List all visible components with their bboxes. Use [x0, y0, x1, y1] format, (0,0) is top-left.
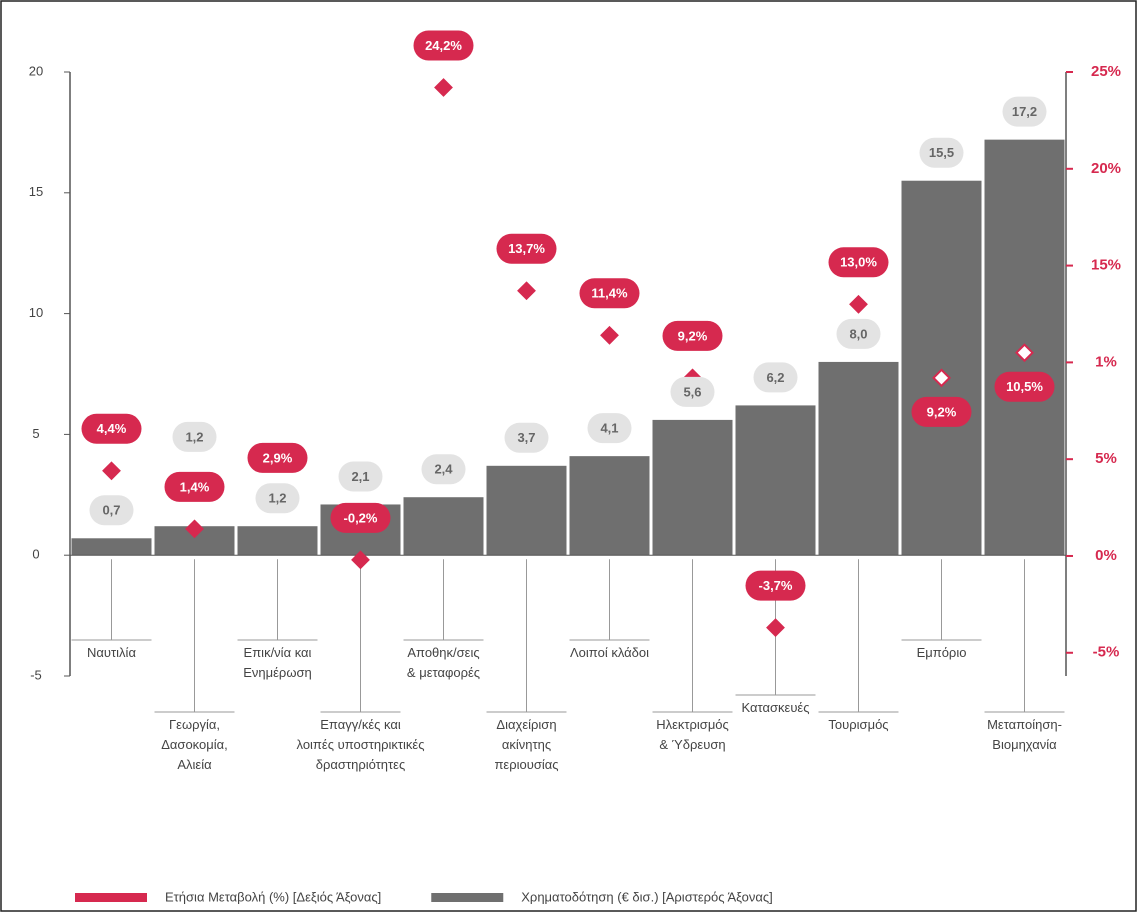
bar-value-label: 4,1 [600, 421, 618, 436]
bar [237, 526, 318, 556]
value-label-bg [330, 502, 391, 533]
bar [652, 419, 733, 556]
y2-tick-label: -5% [1093, 644, 1120, 661]
legend-swatch [75, 893, 147, 902]
y-tick-label: 5 [32, 426, 39, 441]
marker [766, 618, 785, 638]
bar-value-label: 6,2 [766, 370, 784, 385]
marker [102, 461, 121, 481]
value-label-bg [413, 30, 474, 61]
marker [434, 78, 453, 97]
x-tick-label: Γεωργία, Δασοκομία, Αλιεία [161, 717, 228, 772]
value-label-bg [662, 320, 723, 351]
bar-value-label-bg [753, 362, 798, 393]
bar [901, 180, 982, 556]
value-label-bg [994, 371, 1055, 402]
bar-value-label-bg [172, 421, 217, 452]
bar [569, 456, 650, 556]
value-label: 24,2% [425, 38, 462, 53]
bar-value-label-bg [421, 454, 466, 485]
bar-value-label-bg [89, 495, 134, 526]
x-tick-label: Κατασκευές [742, 700, 810, 715]
value-label-bg [745, 570, 806, 601]
bar-value-label-bg [919, 137, 964, 168]
x-tick-label: Τουρισμός [828, 717, 888, 732]
marker [517, 281, 536, 301]
value-label: 9,2% [678, 328, 708, 343]
y2-tick-label: 25% [1091, 63, 1121, 80]
bar-value-label-bg [504, 422, 549, 453]
bar-value-label: 8,0 [849, 326, 867, 341]
bar-value-label-bg [836, 318, 881, 349]
bar-value-label-bg [587, 413, 632, 444]
y2-tick-label: 5% [1095, 450, 1117, 467]
marker [351, 550, 370, 570]
bar-value-label-bg [338, 461, 383, 492]
bar-value-label: 3,7 [517, 430, 535, 445]
value-label: 11,4% [591, 286, 628, 301]
value-label-bg [496, 233, 557, 264]
x-tick-label: Εμπόριο [917, 645, 967, 660]
x-tick-label: Λοιποί κλάδοι [570, 645, 649, 660]
value-label: 4,4% [97, 421, 127, 436]
x-tick-label: Ηλεκτρισμός & Ύδρευση [656, 717, 729, 752]
value-label: 13,0% [840, 255, 877, 270]
bar [735, 405, 816, 556]
value-label-bg [911, 396, 972, 427]
value-label-bg [247, 442, 308, 473]
bar-value-label: 0,7 [102, 503, 120, 518]
x-tick-label: Επικ/νία και Ενημέρωση [243, 645, 312, 680]
value-label-bg [81, 413, 142, 444]
bar-value-label: 2,4 [434, 462, 453, 477]
y2-tick-label: 1% [1095, 353, 1117, 370]
bar [818, 361, 899, 556]
value-label-bg [579, 278, 640, 309]
value-label: -3,7% [759, 578, 793, 593]
bar-value-label-bg [1002, 96, 1047, 127]
marker [1015, 343, 1034, 363]
y2-tick-label: 0% [1095, 547, 1117, 564]
bar-value-label-bg [255, 483, 300, 514]
value-label: 13,7% [508, 241, 545, 256]
legend-label: Ετήσια Μεταβολή (%) [Δεξιός Άξονας] [165, 889, 381, 904]
bar-value-label: 1,2 [185, 429, 203, 444]
marker [185, 519, 204, 539]
marker [600, 325, 619, 345]
bar [486, 465, 567, 556]
bar-value-label: 1,2 [268, 491, 286, 506]
value-label-bg [164, 471, 225, 502]
bar-value-label: 5,6 [683, 384, 701, 399]
legend-label: Χρηματοδότηση (€ δισ.) [Αριστερός Άξονας… [521, 889, 772, 904]
x-tick-label: Αποθηκ/σεις & μεταφορές [407, 645, 480, 680]
value-label: 10,5% [1006, 379, 1043, 394]
y2-tick-label: 20% [1091, 160, 1121, 177]
y-tick-label: 10 [29, 305, 43, 320]
marker [932, 368, 951, 388]
y-tick-label: 0 [32, 547, 39, 562]
value-label: 1,4% [180, 479, 210, 494]
bar-value-label: 15,5 [929, 145, 954, 160]
value-label: 9,2% [927, 404, 957, 419]
bar [403, 497, 484, 556]
y-tick-label: -5 [30, 667, 42, 682]
x-tick-label: Διαχείριση ακίνητης περιουσίας [494, 717, 558, 772]
bar [71, 538, 152, 556]
x-tick-label: Ναυτιλία [87, 645, 136, 660]
value-label: -0,2% [344, 510, 378, 525]
bar-value-label: 17,2 [1012, 104, 1037, 119]
value-label-bg [828, 247, 889, 278]
y-tick-label: 15 [29, 184, 43, 199]
value-label: 2,9% [263, 450, 293, 465]
y-tick-label: 20 [29, 63, 43, 78]
y2-tick-label: 15% [1091, 257, 1121, 274]
marker [849, 294, 868, 314]
legend-swatch [431, 893, 504, 902]
x-tick-label: Μεταποίηση-Βιομηχανία [987, 717, 1062, 752]
bar-value-label-bg [670, 376, 715, 407]
bar-value-label: 2,1 [351, 469, 369, 484]
x-tick-label: Επαγγ/κές και λοιπές υποστηρικτικές δραστη… [297, 717, 425, 772]
